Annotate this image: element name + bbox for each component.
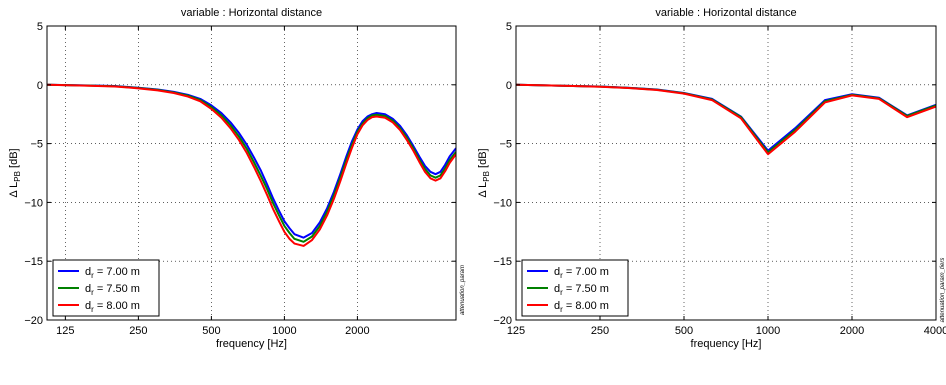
legend: dr = 7.00 m dr = 7.50 m dr = 8.00 m [52,259,160,317]
x-tick-label: 250 [591,325,609,337]
y-tick-label: 5 [506,21,512,33]
y-axis-label-main: Δ L [477,182,489,198]
x-axis-label: frequency [Hz] [216,338,287,350]
y-tick-label: −20 [24,315,43,327]
legend-label-3: dr = 8.00 m [85,300,140,314]
x-axis-label: frequency [Hz] [691,338,762,350]
side-note: attenuation_param [460,265,466,315]
y-tick-label: −15 [24,256,43,268]
y-tick-label: 5 [37,21,43,33]
y-tick-label: 0 [37,80,43,92]
side-note: attenuation_param_tiers [940,258,946,323]
x-tick-label: 1000 [756,325,780,337]
chart-title: variable : Horizontal distance [181,7,322,19]
y-tick-label: −15 [493,256,512,268]
y-axis-label-main: Δ L [8,182,20,198]
legend: dr = 7.00 m dr = 7.50 m dr = 8.00 m [521,259,629,317]
y-tick-label: −5 [30,139,43,151]
legend-label-1: dr = 7.00 m [554,266,609,280]
y-axis-label-unit: [dB] [8,148,20,171]
series-line-3 [516,83,936,156]
y-tick-label: −10 [493,197,512,209]
y-tick-label: −20 [493,315,512,327]
y-axis-label-unit: [dB] [477,148,489,171]
chart-panel-2: 125 250 500 1000 2000 4000 5 0 −5 −10 −15 −20 variab… [477,7,946,350]
x-tick-label: 4000 [924,325,946,337]
x-tick-label: 1000 [272,325,296,337]
x-tick-label: 500 [675,325,693,337]
x-tick-label: 2000 [840,325,864,337]
y-tick-label: −10 [24,197,43,209]
x-tick-label: 500 [202,325,220,337]
y-tick-label: 0 [506,80,512,92]
axes-frame [515,25,937,321]
legend-label-2: dr = 7.50 m [554,283,609,297]
y-axis-label: Δ LPB [dB] [8,148,22,197]
y-tick-label: −5 [499,139,512,151]
series-line-1 [47,83,456,239]
x-tick-label: 125 [56,325,74,337]
chart-panel-1: 125 250 500 1000 2000 5 0 −5 −10 −15 −20 variable :… [8,7,466,350]
y-axis-label: Δ LPB [dB] [477,148,491,197]
series-line-3 [47,83,456,247]
y-axis-label-sub: PB [482,171,491,182]
x-tick-label: 125 [507,325,525,337]
legend-box [521,259,629,317]
x-tick-label: 250 [129,325,147,337]
series-line-2 [47,83,456,243]
chart-title: variable : Horizontal distance [655,7,796,19]
x-tick-label: 2000 [345,325,369,337]
legend-label-2: dr = 7.50 m [85,283,140,297]
legend-label-1: dr = 7.00 m [85,266,140,280]
legend-label-3: dr = 8.00 m [554,300,609,314]
y-axis-label-sub: PB [13,171,22,182]
axes-frame [46,25,457,321]
